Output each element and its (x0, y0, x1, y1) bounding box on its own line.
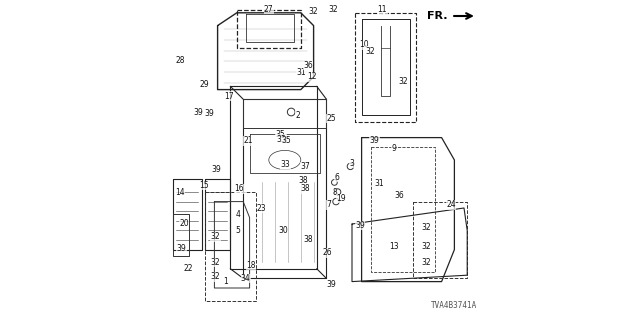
Text: 1: 1 (223, 277, 228, 286)
Text: 26: 26 (323, 248, 332, 257)
Text: 39: 39 (326, 280, 336, 289)
Text: 32: 32 (398, 77, 408, 86)
Text: 29: 29 (199, 80, 209, 89)
Text: 39: 39 (204, 109, 214, 118)
Text: 39: 39 (211, 165, 221, 174)
Text: 13: 13 (388, 242, 399, 251)
Text: 34: 34 (241, 274, 251, 283)
Text: 32: 32 (211, 272, 221, 281)
Text: 23: 23 (257, 204, 267, 212)
Text: 32: 32 (421, 223, 431, 232)
Text: 9: 9 (391, 144, 396, 153)
Text: 14: 14 (175, 188, 185, 196)
Text: 3: 3 (349, 159, 355, 168)
Text: 20: 20 (179, 220, 189, 228)
Text: 19: 19 (337, 194, 346, 203)
Text: 8: 8 (332, 188, 337, 196)
Text: 32: 32 (211, 232, 221, 241)
Text: 5: 5 (236, 226, 240, 235)
Text: 10: 10 (359, 40, 369, 49)
Text: 12: 12 (307, 72, 317, 81)
Text: 38: 38 (298, 176, 308, 185)
Text: 36: 36 (303, 61, 313, 70)
Text: 39: 39 (355, 221, 365, 230)
Text: 18: 18 (246, 261, 256, 270)
Text: 6: 6 (335, 173, 340, 182)
Text: 39: 39 (193, 108, 204, 116)
Text: 27: 27 (264, 5, 274, 14)
Text: 35: 35 (275, 130, 285, 139)
Text: 38: 38 (303, 236, 313, 244)
Text: 25: 25 (326, 114, 336, 123)
Text: 15: 15 (199, 181, 209, 190)
Text: 28: 28 (175, 56, 185, 65)
Text: 35: 35 (282, 136, 291, 145)
Text: 17: 17 (224, 92, 234, 100)
Text: 32: 32 (365, 47, 375, 56)
Text: 24: 24 (446, 200, 456, 209)
Text: 38: 38 (301, 184, 310, 193)
Text: 32: 32 (421, 258, 431, 267)
Text: 36: 36 (394, 191, 404, 200)
Text: 4: 4 (236, 210, 240, 219)
Text: 32: 32 (211, 258, 221, 267)
Text: FR.: FR. (428, 11, 448, 21)
Text: 22: 22 (184, 264, 193, 273)
Text: 37: 37 (300, 162, 310, 171)
Text: 2: 2 (295, 111, 300, 120)
Text: 39: 39 (177, 244, 186, 252)
Text: 35: 35 (276, 135, 287, 144)
Text: 32: 32 (328, 5, 338, 14)
Text: 7: 7 (326, 200, 331, 209)
Text: 39: 39 (369, 136, 380, 145)
Text: 33: 33 (280, 160, 291, 169)
Text: 32: 32 (421, 242, 431, 251)
Text: 21: 21 (243, 136, 253, 145)
Text: 31: 31 (296, 68, 307, 76)
Text: TVA4B3741A: TVA4B3741A (431, 301, 477, 310)
Text: 11: 11 (378, 5, 387, 14)
Text: 30: 30 (278, 226, 288, 235)
Text: 16: 16 (234, 184, 244, 193)
Text: 31: 31 (374, 180, 384, 188)
Text: 32: 32 (308, 7, 318, 16)
